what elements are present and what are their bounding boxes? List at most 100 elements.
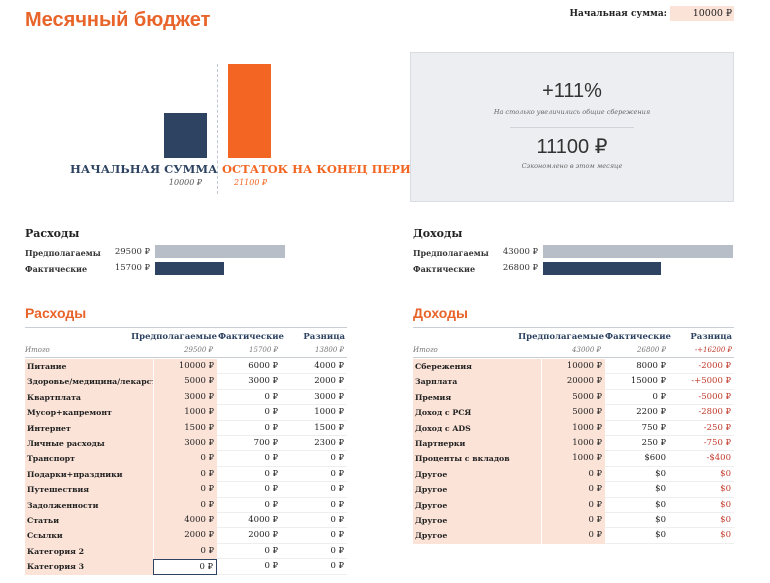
expense-row-planned[interactable]: 1000 ₽ [153, 405, 217, 421]
expense-row-label[interactable]: Подарки+праздники [25, 466, 153, 483]
income-row-actual[interactable]: $0 [655, 484, 666, 495]
income-row-label[interactable]: Другое [413, 528, 541, 544]
income-planned-value: 43000 ₽ [502, 247, 538, 257]
income-total-diff: -+16200 ₽ [694, 346, 732, 354]
expense-row-planned[interactable]: 0 ₽ [153, 543, 217, 560]
expense-row-actual[interactable]: 0 ₽ [264, 484, 278, 495]
income-row-planned[interactable]: 10000 ₽ [541, 359, 605, 375]
expense-row: Ссылки 2000 ₽2000 ₽0 ₽ [25, 528, 347, 544]
expense-row-planned[interactable]: 5000 ₽ [153, 374, 217, 390]
expenses-total-actual: 15700 ₽ [249, 346, 278, 354]
expense-row-planned[interactable]: 2000 ₽ [153, 528, 217, 544]
expense-row-planned[interactable]: 3000 ₽ [153, 436, 217, 452]
income-row-diff: -$400 [706, 453, 731, 464]
expense-row-actual[interactable]: 2000 ₽ [248, 530, 278, 541]
expense-row-diff: 1000 ₽ [314, 407, 344, 418]
income-row-planned[interactable]: 0 ₽ [541, 513, 605, 529]
expense-row-actual[interactable]: 4000 ₽ [248, 515, 278, 525]
expense-row-diff: 0 ₽ [330, 561, 344, 572]
expense-row-label[interactable]: Интернет [25, 420, 153, 436]
expense-row-actual[interactable]: 0 ₽ [264, 561, 278, 572]
expense-row-diff: 2000 ₽ [314, 376, 344, 387]
expense-row-planned[interactable]: 0 ₽ [153, 559, 217, 575]
expense-row-actual[interactable]: 6000 ₽ [248, 361, 278, 371]
income-row-actual[interactable]: $0 [655, 515, 666, 525]
expense-row-planned[interactable]: 0 ₽ [153, 451, 217, 467]
income-row-planned[interactable]: 0 ₽ [541, 497, 605, 513]
income-row: Другое 0 ₽ $0 $0 [413, 528, 734, 544]
income-row-actual[interactable]: 750 ₽ [641, 422, 666, 433]
expense-row-actual[interactable]: 0 ₽ [264, 453, 278, 464]
expense-row-diff: 0 ₽ [330, 468, 344, 479]
expense-row-label[interactable]: Мусор+капремонт [25, 405, 153, 421]
expense-row-label[interactable]: Квартплата [25, 389, 153, 406]
expense-row-actual[interactable]: 0 ₽ [264, 407, 278, 418]
income-row-actual[interactable]: 0 ₽ [652, 391, 666, 402]
expense-row-actual[interactable]: 0 ₽ [264, 391, 278, 402]
expense-row-actual[interactable]: 700 ₽ [253, 438, 278, 448]
expense-row-planned[interactable]: 0 ₽ [153, 466, 217, 483]
income-row-actual[interactable]: 8000 ₽ [636, 361, 666, 371]
income-row-planned[interactable]: 0 ₽ [541, 528, 605, 544]
expense-row-actual[interactable]: 3000 ₽ [248, 376, 278, 387]
expense-row-label[interactable]: Личные расходы [25, 436, 153, 452]
expense-row-label[interactable]: Статьи [25, 513, 153, 529]
expense-row-label[interactable]: Ссылки [25, 528, 153, 544]
expense-row-planned[interactable]: 0 ₽ [153, 497, 217, 513]
income-row-planned[interactable]: 20000 ₽ [541, 374, 605, 390]
income-row-label[interactable]: Другое [413, 497, 541, 513]
income-row-actual[interactable]: 15000 ₽ [630, 376, 666, 387]
expense-row-label[interactable]: Категория 2 [25, 543, 153, 560]
expense-row-label[interactable]: Путешествия [25, 482, 153, 498]
expense-row-label[interactable]: Транспорт [25, 451, 153, 467]
income-row-planned[interactable]: 5000 ₽ [541, 405, 605, 421]
expense-row-actual[interactable]: 0 ₽ [264, 499, 278, 510]
chart-bar-end [228, 64, 271, 158]
expense-row-label[interactable]: Питание [25, 359, 153, 375]
expense-row: Питание 10000 ₽ 6000 ₽ 4000 ₽ [25, 359, 347, 375]
expense-row-label[interactable]: Задолженности [25, 497, 153, 513]
start-amount-input[interactable]: 10000 ₽ [670, 6, 734, 21]
income-row-actual[interactable]: 250 ₽ [641, 438, 666, 448]
expenses-total-rule [25, 357, 347, 358]
income-row-planned[interactable]: 0 ₽ [541, 466, 605, 483]
income-row-label[interactable]: Сбережения [413, 359, 541, 375]
income-row-label[interactable]: Другое [413, 466, 541, 483]
income-row-planned[interactable]: 1000 ₽ [541, 436, 605, 452]
income-row-planned[interactable]: 0 ₽ [541, 482, 605, 498]
expense-row-planned[interactable]: 0 ₽ [153, 482, 217, 498]
income-row-diff: $0 [720, 484, 731, 495]
income-row-label[interactable]: Зарплата [413, 374, 541, 390]
income-table-rule [413, 327, 734, 328]
expense-row: Здоровье/медицина/лекарства 5000 ₽ 3000 ₽ 2… [25, 374, 347, 390]
expense-row-planned[interactable]: 10000 ₽ [153, 359, 217, 375]
income-row-label[interactable]: Проценты с вкладов [413, 451, 541, 467]
expense-row-label[interactable]: Категория 3 [25, 559, 153, 575]
expense-row-actual[interactable]: 0 ₽ [264, 545, 278, 556]
expense-row-planned[interactable]: 3000 ₽ [153, 389, 217, 406]
income-row-actual[interactable]: $0 [655, 530, 666, 541]
income-row-planned[interactable]: 5000 ₽ [541, 389, 605, 406]
income-row-label[interactable]: Доход с ADS [413, 420, 541, 436]
income-row-label[interactable]: Премия [413, 389, 541, 406]
expense-row-planned[interactable]: 1500 ₽ [153, 420, 217, 436]
expense-row-label[interactable]: Здоровье/медицина/лекарства [25, 374, 153, 390]
income-row-planned[interactable]: 1000 ₽ [541, 451, 605, 467]
expense-row-diff: 0 ₽ [330, 515, 344, 525]
panel-divider [510, 127, 634, 128]
income-row-label[interactable]: Доход с РСЯ [413, 405, 541, 421]
income-row-label[interactable]: Другое [413, 513, 541, 529]
expense-row-actual[interactable]: 0 ₽ [264, 468, 278, 479]
income-row-label[interactable]: Другое [413, 482, 541, 498]
expense-row-actual[interactable]: 0 ₽ [264, 422, 278, 433]
expenses-actual-value: 15700 ₽ [114, 263, 150, 273]
income-row-actual[interactable]: $0 [655, 468, 666, 479]
expenses-total-label: Итого [25, 346, 50, 354]
income-row-planned[interactable]: 1000 ₽ [541, 420, 605, 436]
expense-row-planned[interactable]: 4000 ₽ [153, 513, 217, 529]
income-row-actual[interactable]: 2200 ₽ [636, 407, 666, 418]
income-row-label[interactable]: Партнерки [413, 436, 541, 452]
income-row-diff: -2800 ₽ [698, 407, 731, 418]
income-row-actual[interactable]: $600 [644, 453, 666, 464]
income-row-actual[interactable]: $0 [655, 499, 666, 510]
